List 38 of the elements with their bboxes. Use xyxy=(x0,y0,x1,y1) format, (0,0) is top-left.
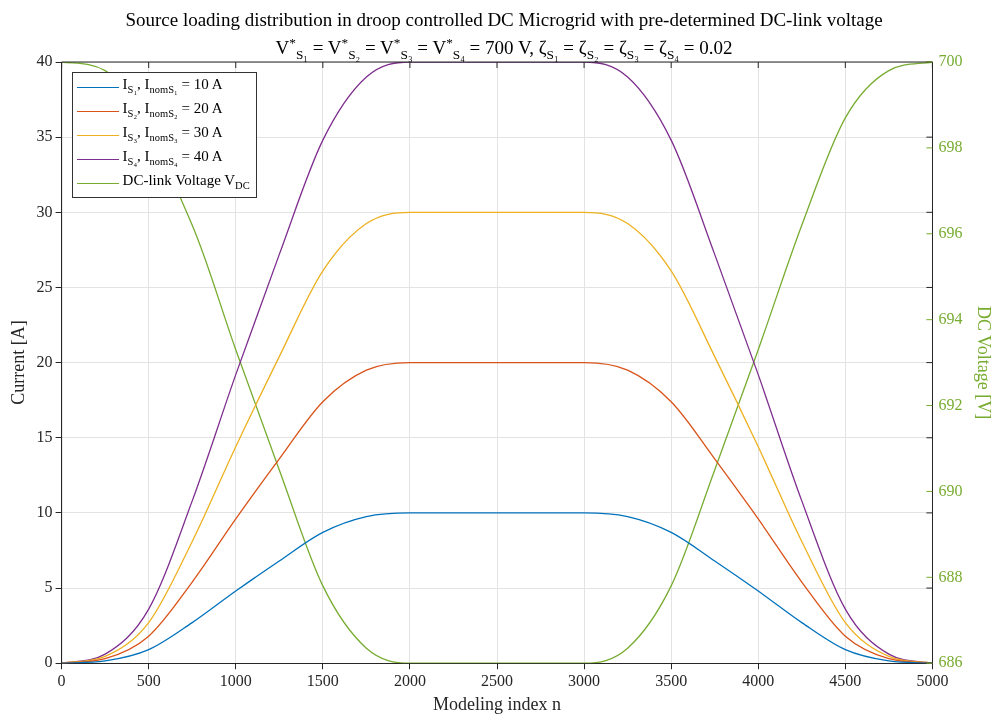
x-tick-label: 4500 xyxy=(829,672,862,689)
y2-tick-label: 698 xyxy=(938,138,963,156)
x-tick-label: 500 xyxy=(136,672,161,689)
legend-label: I$_{S₃}$, I$_{nomS₃}$ = 30 A xyxy=(122,123,223,145)
legend-label: DC-link Voltage V$_{DC}$ xyxy=(122,171,250,193)
y2-tick-label: 690 xyxy=(938,481,963,499)
y-tick-label: 40 xyxy=(36,52,53,70)
text: V$^{*}$$_{S₁}$ = V$^{*}$$_{S₂}$ = V$^{*}$$_{S₃}$ = V$^{*}$$_{S₄}$ = 700 V, ζ$_{S₁}$ = ζ$_{S₂}$ = ζ$_{S₃}$ = ζ$_{S₄}$ = 0.02 xyxy=(275,35,733,63)
y2-tick-label: 696 xyxy=(938,223,963,241)
x-tick-label: 3000 xyxy=(568,672,601,689)
y2-axis-title: DC Voltage [V] xyxy=(974,305,995,420)
x-tick-label: 4000 xyxy=(742,672,775,689)
y-tick-label: 15 xyxy=(36,427,53,445)
x-tick-label: 2000 xyxy=(393,672,426,689)
legend-label: I$_{S₄}$, I$_{nomS₄}$ = 40 A xyxy=(122,147,223,169)
y-tick-label: 5 xyxy=(44,578,53,596)
x-tick-label: 0 xyxy=(57,672,66,689)
y2-tick-label: 692 xyxy=(938,395,963,413)
x-tick-label: 1000 xyxy=(219,672,252,689)
legend-label: I$_{S₁}$, I$_{nomS₁}$ = 10 A xyxy=(122,75,223,97)
y-tick-label: 0 xyxy=(44,653,53,671)
x-tick-label: 2500 xyxy=(481,672,513,689)
x-tick-label: 5000 xyxy=(916,672,949,689)
y-tick-label: 10 xyxy=(36,503,53,521)
y-axis-title: Current [A] xyxy=(7,320,28,405)
y2-tick-label: 686 xyxy=(938,653,963,671)
x-tick-label: 1500 xyxy=(306,672,339,689)
legend-label: I$_{S₂}$, I$_{nomS₂}$ = 20 A xyxy=(122,99,223,121)
y-tick-label: 20 xyxy=(36,352,53,370)
y-tick-label: 35 xyxy=(36,127,53,145)
x-tick-label: 3500 xyxy=(655,672,688,689)
y-tick-label: 30 xyxy=(36,202,53,220)
y-tick-label: 25 xyxy=(36,277,53,295)
y2-tick-label: 694 xyxy=(938,309,963,327)
y2-tick-label: 700 xyxy=(938,52,963,70)
x-axis-title: Modeling index n xyxy=(433,693,561,714)
y2-tick-label: 688 xyxy=(938,567,963,585)
chart-title: Source loading distribution in droop controlled DC Microgrid with pre-determined DC-link voltage xyxy=(124,8,884,31)
